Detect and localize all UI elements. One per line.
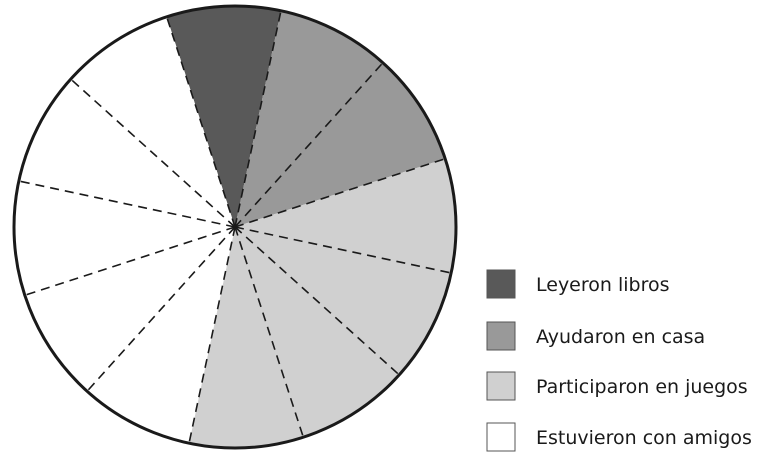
legend-item: Estuvieron con amigos <box>486 422 752 452</box>
division-line <box>24 226 236 297</box>
division-line <box>70 78 236 228</box>
legend-item: Ayudaron en casa <box>486 321 705 351</box>
legend-label-estuvieron-con-amigos: Estuvieron con amigos <box>536 427 752 449</box>
pie-slice-estuvieron-con-amigos <box>13 16 235 444</box>
legend-label-leyeron-libros: Leyeron libros <box>536 274 670 296</box>
legend-swatch-participaron-en-juegos <box>486 371 516 401</box>
legend-swatch-ayudaron-en-casa <box>486 321 516 351</box>
division-line <box>234 10 282 228</box>
division-line <box>234 226 452 274</box>
legend-label-ayudaron-en-casa: Ayudaron en casa <box>536 326 705 348</box>
legend-label-participaron-en-juegos: Participaron en juegos <box>536 376 748 398</box>
pie-slice-ayudaron-en-casa <box>235 10 446 228</box>
pie-slice-leyeron-libros <box>166 6 281 228</box>
division-line <box>188 226 236 444</box>
pie-slices <box>13 6 457 449</box>
division-line <box>234 226 305 438</box>
division-line <box>86 226 236 392</box>
legend-swatch-estuvieron-con-amigos <box>486 422 516 452</box>
legend-item: Leyeron libros <box>486 269 670 299</box>
division-line <box>234 226 400 376</box>
legend-swatch-leyeron-libros <box>486 269 516 299</box>
division-line <box>234 157 446 228</box>
legend: Leyeron libros Ayudaron en casa Particip… <box>486 269 752 452</box>
division-line <box>234 62 384 228</box>
division-line <box>165 16 236 228</box>
pie-outline <box>12 4 458 450</box>
division-lines <box>18 10 452 444</box>
division-line <box>18 180 236 228</box>
legend-item: Participaron en juegos <box>486 371 748 401</box>
